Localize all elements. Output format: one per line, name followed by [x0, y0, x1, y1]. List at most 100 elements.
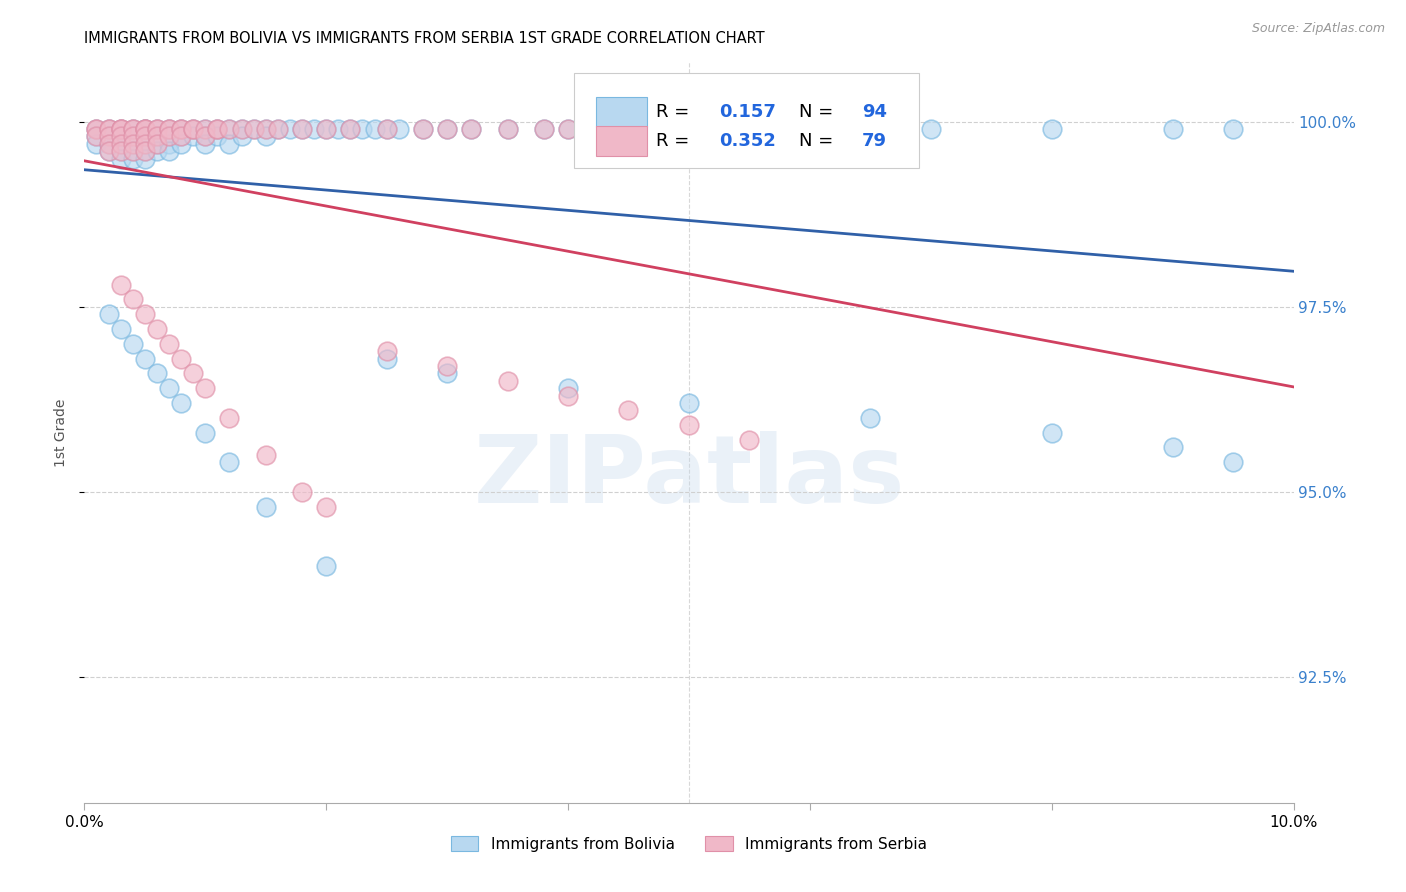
- Y-axis label: 1st Grade: 1st Grade: [53, 399, 67, 467]
- Point: [375, 122, 398, 136]
- Text: N =: N =: [799, 103, 839, 121]
- Point: [920, 122, 942, 136]
- Point: [388, 122, 411, 136]
- Point: [157, 145, 180, 159]
- Point: [121, 129, 143, 144]
- Point: [146, 122, 169, 136]
- Point: [194, 122, 217, 136]
- Point: [1040, 122, 1063, 136]
- Point: [97, 145, 120, 159]
- Point: [291, 122, 314, 136]
- Point: [97, 129, 120, 144]
- Text: 0.352: 0.352: [720, 132, 776, 150]
- Point: [207, 122, 229, 136]
- Point: [146, 129, 169, 144]
- Point: [194, 136, 217, 151]
- Point: [97, 136, 120, 151]
- Text: 0.157: 0.157: [720, 103, 776, 121]
- Point: [375, 122, 398, 136]
- Point: [97, 122, 120, 136]
- Point: [134, 122, 156, 136]
- FancyBboxPatch shape: [596, 126, 647, 156]
- Point: [86, 129, 108, 144]
- Point: [86, 136, 108, 151]
- Point: [412, 122, 434, 136]
- Point: [134, 152, 156, 166]
- Point: [218, 122, 240, 136]
- Point: [181, 367, 204, 381]
- Point: [218, 122, 240, 136]
- Point: [110, 129, 132, 144]
- Point: [86, 122, 108, 136]
- Point: [134, 307, 156, 321]
- Point: [110, 136, 132, 151]
- Point: [254, 122, 277, 136]
- Point: [654, 122, 676, 136]
- Point: [157, 129, 180, 144]
- Point: [207, 129, 229, 144]
- Point: [291, 484, 314, 499]
- Point: [436, 367, 458, 381]
- Point: [254, 448, 277, 462]
- Point: [146, 136, 169, 151]
- Point: [194, 122, 217, 136]
- Point: [181, 129, 204, 144]
- Point: [460, 122, 482, 136]
- Point: [146, 129, 169, 144]
- Point: [557, 389, 579, 403]
- Point: [533, 122, 555, 136]
- Point: [146, 136, 169, 151]
- Point: [110, 277, 132, 292]
- Point: [170, 122, 193, 136]
- Text: IMMIGRANTS FROM BOLIVIA VS IMMIGRANTS FROM SERBIA 1ST GRADE CORRELATION CHART: IMMIGRANTS FROM BOLIVIA VS IMMIGRANTS FR…: [84, 31, 765, 46]
- Point: [231, 122, 253, 136]
- Point: [121, 129, 143, 144]
- Point: [496, 122, 519, 136]
- Point: [110, 152, 132, 166]
- Point: [110, 322, 132, 336]
- Point: [134, 122, 156, 136]
- Point: [157, 122, 180, 136]
- Point: [496, 374, 519, 388]
- Point: [181, 122, 204, 136]
- Point: [1040, 425, 1063, 440]
- Point: [134, 122, 156, 136]
- Point: [242, 122, 264, 136]
- Point: [207, 122, 229, 136]
- Point: [110, 122, 132, 136]
- Point: [170, 351, 193, 366]
- Point: [86, 129, 108, 144]
- Point: [86, 122, 108, 136]
- Point: [315, 558, 337, 573]
- Point: [110, 145, 132, 159]
- Point: [460, 122, 482, 136]
- Text: ZIPatlas: ZIPatlas: [474, 431, 904, 523]
- Point: [121, 152, 143, 166]
- Point: [557, 122, 579, 136]
- Point: [678, 122, 700, 136]
- Point: [218, 136, 240, 151]
- Point: [859, 122, 882, 136]
- Point: [121, 145, 143, 159]
- Point: [121, 122, 143, 136]
- Point: [799, 122, 821, 136]
- Point: [134, 136, 156, 151]
- Point: [254, 122, 277, 136]
- Point: [146, 145, 169, 159]
- Text: N =: N =: [799, 132, 839, 150]
- Point: [194, 425, 217, 440]
- Point: [170, 396, 193, 410]
- FancyBboxPatch shape: [596, 97, 647, 127]
- Text: R =: R =: [657, 132, 696, 150]
- Point: [1161, 441, 1184, 455]
- Point: [157, 122, 180, 136]
- Point: [97, 307, 120, 321]
- Point: [328, 122, 350, 136]
- Point: [134, 129, 156, 144]
- Point: [194, 381, 217, 395]
- Point: [1222, 122, 1244, 136]
- Point: [315, 122, 337, 136]
- Point: [315, 500, 337, 514]
- Point: [267, 122, 290, 136]
- Point: [134, 136, 156, 151]
